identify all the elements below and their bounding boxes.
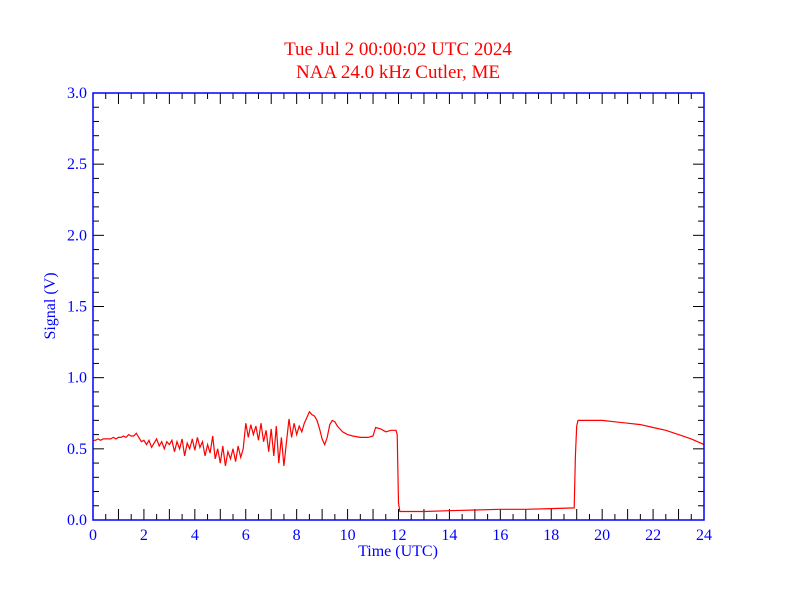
- y-axis-label: Signal (V): [42, 272, 59, 339]
- x-axis-label: Time (UTC): [358, 543, 438, 560]
- x-tick-label: 12: [391, 527, 407, 544]
- series-line-naa: [93, 410, 705, 513]
- y-tick-label: 3.0: [67, 85, 87, 102]
- x-tick-label: 10: [340, 527, 356, 544]
- x-tick-label: 16: [492, 527, 508, 544]
- y-tick-label: 0.5: [67, 441, 87, 458]
- x-tick-label: 18: [543, 527, 559, 544]
- chart-title: Tue Jul 2 00:00:02 UTC 2024: [284, 39, 512, 60]
- x-tick-label: 4: [191, 527, 199, 544]
- x-tick-label: 24: [696, 527, 712, 544]
- x-tick-label: 14: [441, 527, 457, 544]
- x-tick-label: 20: [594, 527, 610, 544]
- axis-ticks: [92, 92, 705, 521]
- x-tick-label: 8: [293, 527, 301, 544]
- x-tick-label: 2: [140, 527, 148, 544]
- tick-labels: 0 2 4 6 8 10 12 14 16 18 20 22 240.00.51.01.52.02.53…: [67, 85, 712, 544]
- chart-subtitle: NAA 24.0 kHz Cutler, ME: [296, 62, 500, 83]
- y-tick-label: 2.0: [67, 227, 87, 244]
- y-tick-label: 1.0: [67, 370, 87, 387]
- x-tick-label: 0: [89, 527, 97, 544]
- y-tick-label: 1.5: [67, 299, 87, 316]
- y-tick-label: 0.0: [67, 512, 87, 529]
- x-tick-label: 6: [242, 527, 250, 544]
- x-tick-label: 22: [645, 527, 661, 544]
- plot-frame: [92, 92, 705, 521]
- y-tick-label: 2.5: [67, 156, 87, 173]
